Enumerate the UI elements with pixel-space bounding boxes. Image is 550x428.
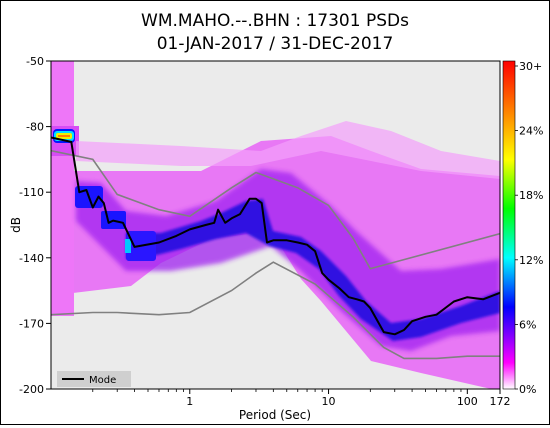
mode-line-1	[51, 136, 500, 336]
colorbar-label-0: 30+	[519, 60, 542, 73]
colorbar-label-3: 12%	[519, 254, 543, 267]
colorbar-label-1: 24%	[519, 125, 543, 138]
chart-title-line1: WM.MAHO.--.BHN : 17301 PSDs	[141, 11, 409, 31]
density-core-band	[126, 199, 500, 341]
y-tick-label-3: -140	[19, 252, 44, 265]
psd-density-heatmap	[51, 61, 500, 389]
y-tick-label-4: -170	[19, 317, 44, 330]
density-left-column	[51, 61, 74, 316]
colorbar-label-4: 6%	[519, 318, 536, 331]
reference-line-1	[51, 149, 500, 270]
reference-line-2	[51, 261, 500, 360]
density-blob-cyan	[125, 239, 131, 253]
y-tick-label-0: -50	[26, 55, 44, 68]
legend-box	[57, 371, 131, 387]
x-tick-label-2: 100	[457, 395, 478, 408]
x-axis-label: Period (Sec)	[239, 408, 311, 422]
colorbar-gradient	[502, 60, 516, 390]
x-tick-label-3: 172	[490, 395, 511, 408]
mode-series	[51, 136, 500, 336]
x-axis: 1 10 100 172	[92, 389, 511, 408]
y-tick-label-1: -80	[26, 121, 44, 134]
y-tick-label-2: -110	[19, 186, 44, 199]
x-tick-label-0: 1	[186, 395, 193, 408]
y-axis: -50 -80 -110 -140 -170 -200	[19, 55, 51, 396]
y-tick-label-5: -200	[19, 383, 44, 396]
colorbar: 30+ 24% 18% 12% 6% 0%	[502, 60, 543, 396]
colorbar-label-2: 18%	[519, 189, 543, 202]
density-upper-scatter	[76, 121, 500, 179]
chart-title-line2: 01-JAN-2017 / 31-DEC-2017	[157, 34, 394, 54]
density-hotspot-orange	[58, 135, 70, 137]
plot-border	[50, 60, 501, 390]
x-tick-label-1: 10	[322, 395, 336, 408]
legend-mode-label: Mode	[89, 375, 116, 386]
y-axis-label: dB	[9, 217, 23, 233]
legend: Mode	[57, 371, 131, 387]
colorbar-labels: 30+ 24% 18% 12% 6% 0%	[515, 60, 543, 396]
colorbar-label-5: 0%	[519, 383, 536, 396]
reference-lines	[51, 149, 500, 360]
